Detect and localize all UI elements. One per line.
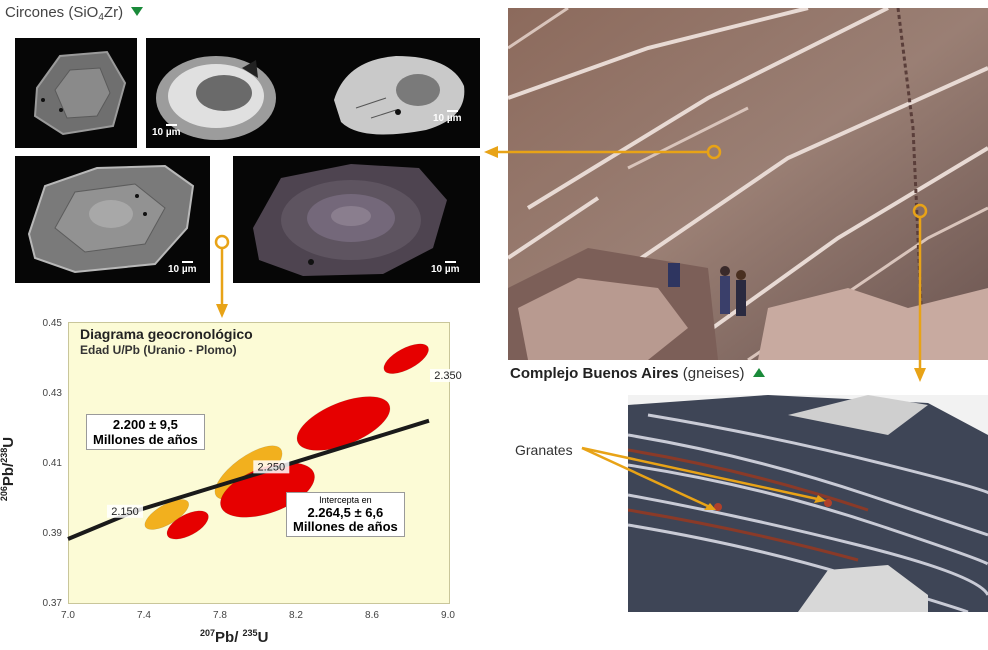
error-ellipse bbox=[144, 499, 189, 530]
age-label-bg bbox=[107, 504, 143, 518]
age-box-1-value: 2.200 ± 9,5 bbox=[112, 417, 178, 432]
concordia-age-label: 2.150 bbox=[111, 506, 139, 518]
y-tick-label: 0.41 bbox=[43, 458, 63, 469]
chart-subtitle: Edad U/Pb (Uranio - Plomo) bbox=[80, 343, 237, 357]
y-tick-label: 0.39 bbox=[43, 528, 63, 539]
y-tick-label: 0.37 bbox=[43, 598, 63, 609]
x-tick-label: 8.6 bbox=[365, 610, 379, 621]
x-tick-label: 7.0 bbox=[61, 610, 75, 621]
x-tick-label: 9.0 bbox=[441, 610, 455, 621]
x-axis-label: 207Pb/ 235U bbox=[200, 628, 269, 646]
age-box-1-unit: Millones de años bbox=[93, 432, 198, 447]
triangle-up-icon bbox=[752, 368, 765, 377]
chart-title: Diagrama geocronológico bbox=[80, 326, 253, 342]
zircon-image-1 bbox=[15, 38, 137, 148]
intercept-box-unit: Millones de años bbox=[293, 519, 398, 534]
age-label-bg bbox=[253, 460, 290, 474]
error-ellipse bbox=[383, 343, 429, 374]
age-box-1: 2.200 ± 9,5 Millones de años bbox=[86, 414, 205, 450]
intercept-box: Intercepta en 2.264,5 ± 6,6 Millones de … bbox=[286, 492, 405, 537]
error-ellipse bbox=[166, 510, 209, 540]
concordia-age-label: 2.350 bbox=[434, 370, 462, 382]
age-label-bg bbox=[430, 369, 466, 382]
intercept-box-value: 2.264,5 ± 6,6 bbox=[307, 505, 384, 520]
x-tick-label: 8.2 bbox=[289, 610, 303, 621]
error-ellipse bbox=[296, 396, 391, 451]
gneiss-photo bbox=[628, 395, 988, 612]
scale-bar: 10 µm bbox=[433, 110, 462, 124]
triangle-down-icon bbox=[131, 7, 144, 16]
outcrop-caption: Complejo Buenos Aires (gneises) bbox=[510, 365, 765, 382]
zircon-image-4: 10 µm bbox=[233, 156, 480, 283]
scale-bar: 10 µm bbox=[152, 124, 181, 138]
x-tick-label: 7.8 bbox=[213, 610, 227, 621]
y-tick-label: 0.45 bbox=[43, 318, 63, 329]
scale-bar: 10 µm bbox=[431, 261, 460, 275]
scale-bar: 10 µm bbox=[168, 261, 197, 275]
zircon-image-2: 10 µm 10 µm bbox=[146, 38, 480, 148]
zircon-section-title: Circones (SiO4Zr) bbox=[5, 4, 144, 23]
x-tick-label: 7.4 bbox=[137, 610, 151, 621]
concordia-age-label: 2.250 bbox=[258, 461, 286, 473]
y-tick-label: 0.43 bbox=[43, 388, 63, 399]
zircon-image-3: 10 µm bbox=[15, 156, 210, 283]
y-axis-label: 206Pb/238U bbox=[0, 436, 18, 502]
outcrop-photo bbox=[508, 8, 988, 360]
concordia-curve bbox=[67, 418, 430, 541]
granates-label: Granates bbox=[515, 442, 573, 458]
intercept-box-caption: Intercepta en bbox=[319, 495, 372, 505]
